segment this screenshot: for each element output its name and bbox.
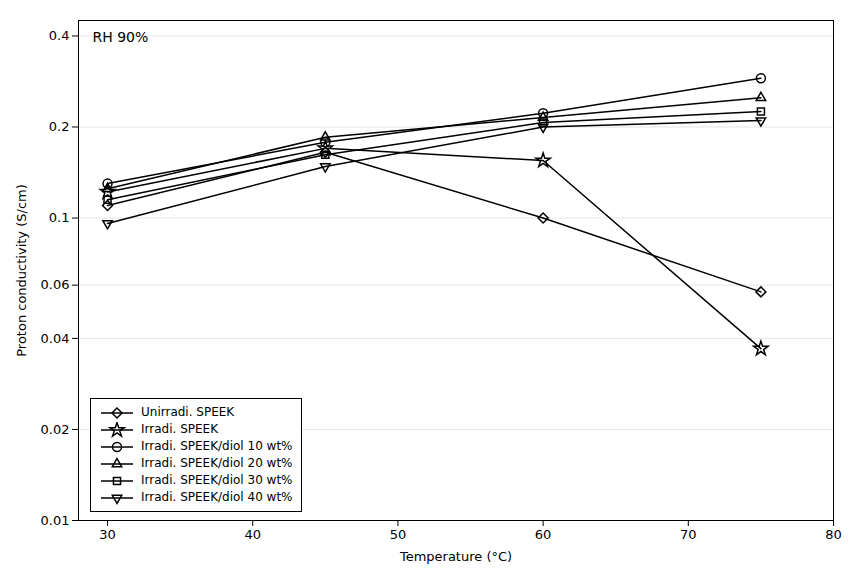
- svg-text:0.06: 0.06: [41, 277, 70, 292]
- html-text:Irradi. SPEEK/diol 30 wt%: Irradi. SPEEK/diol 30 wt%: [141, 473, 293, 487]
- svg-text:50: 50: [390, 527, 407, 542]
- html-text:Irradi. SPEEK/diol 20 wt%: Irradi. SPEEK/diol 20 wt%: [141, 456, 293, 470]
- svg-text:60: 60: [535, 527, 552, 542]
- svg-text:0.4: 0.4: [49, 28, 70, 43]
- svg-text:0.04: 0.04: [41, 331, 70, 346]
- html-text:Irradi. SPEEK/diol 10 wt%: Irradi. SPEEK/diol 10 wt%: [141, 439, 293, 453]
- html-text:Irradi. SPEEK: Irradi. SPEEK: [141, 422, 218, 436]
- svg-text:0.1: 0.1: [49, 210, 70, 225]
- svg-text:40: 40: [244, 527, 261, 542]
- svg-text:0.02: 0.02: [41, 422, 70, 437]
- svg-text:0.01: 0.01: [41, 513, 70, 528]
- svg-text:Proton conductivity (S/cm): Proton conductivity (S/cm): [14, 184, 29, 357]
- svg-text:30: 30: [99, 527, 116, 542]
- svg-text:Temperature (°C): Temperature (°C): [399, 549, 512, 564]
- svg-text:0.2: 0.2: [49, 119, 70, 134]
- svg-text:70: 70: [680, 527, 697, 542]
- html-text:Unirradi. SPEEK: Unirradi. SPEEK: [141, 405, 235, 419]
- html-text:Irradi. SPEEK/diol 40 wt%: Irradi. SPEEK/diol 40 wt%: [141, 490, 293, 504]
- svg-text:80: 80: [825, 527, 842, 542]
- svg-text:RH 90%: RH 90%: [93, 29, 149, 45]
